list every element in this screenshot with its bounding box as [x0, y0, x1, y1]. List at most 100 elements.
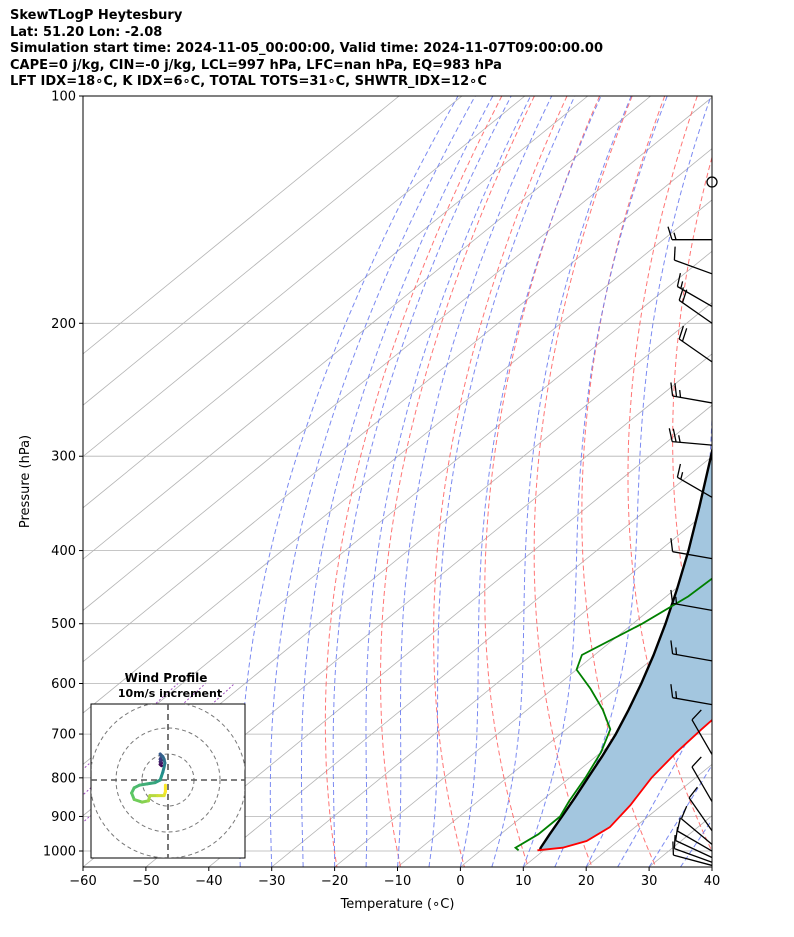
hodograph-plot	[91, 704, 245, 858]
barb-half-flag	[679, 390, 682, 398]
isotherm--130	[83, 96, 589, 509]
barb-flag	[670, 684, 674, 698]
x-axis-label: Temperature (∘C)	[340, 897, 455, 912]
x-tick-label: −10	[384, 874, 411, 889]
isotherm-40	[711, 866, 712, 867]
wind-barb	[691, 756, 713, 802]
barb-flag	[670, 589, 674, 604]
barb-shaft	[672, 653, 713, 662]
dry-adiabat	[433, 96, 568, 867]
barb-shaft	[672, 697, 713, 706]
barb-flag	[678, 287, 685, 301]
x-tick-label: 20	[578, 874, 595, 889]
x-tick-label: −50	[132, 874, 159, 889]
moist-adiabat	[428, 96, 576, 867]
dewpoint-profile-line	[513, 577, 712, 851]
y-tick-label: 1000	[43, 845, 76, 860]
wind-barb	[676, 463, 713, 498]
moist-adiabat	[522, 96, 668, 867]
chart-header: SkewTLogP Heytesbury Lat: 51.20 Lon: -2.…	[10, 8, 603, 91]
barb-shaft	[678, 299, 713, 324]
isotherm--110	[83, 96, 712, 611]
wind-barb	[672, 841, 713, 867]
barb-shaft	[691, 719, 713, 755]
barb-flag	[680, 805, 688, 819]
barb-flag	[676, 463, 682, 478]
isotherm--150	[83, 96, 463, 406]
barb-half-flag	[675, 647, 678, 655]
y-tick-label: 300	[51, 450, 76, 465]
dry-adiabat	[672, 155, 712, 703]
barb-flag	[668, 428, 673, 442]
isotherm--140	[83, 96, 526, 458]
y-tick-label: 800	[51, 771, 76, 786]
x-tick-label: 40	[704, 874, 721, 889]
isotherm--160	[83, 96, 400, 355]
dry-adiabat	[758, 96, 794, 867]
barb-half-flag	[680, 281, 684, 289]
cin-cape-shading	[537, 451, 712, 851]
dry-adiabat	[379, 96, 535, 867]
location-coordinates: Lat: 51.20 Lon: -2.08	[10, 24, 163, 40]
wind-barb	[668, 428, 713, 446]
y-tick-label: 700	[51, 728, 76, 743]
wind-barb	[670, 382, 713, 404]
isotherm--90	[83, 199, 712, 714]
barb-shaft	[674, 847, 713, 863]
dry-adiabat	[324, 96, 503, 867]
barb-flag	[691, 756, 702, 768]
wind-barb	[670, 589, 713, 611]
wind-barb	[670, 538, 713, 560]
moist-adiabat	[301, 96, 494, 867]
y-tick-label: 900	[51, 810, 76, 825]
calm-wind-circle	[706, 176, 718, 188]
y-tick-label: 600	[51, 677, 76, 692]
y-tick-label: 200	[51, 317, 76, 332]
barb-flag	[678, 325, 685, 340]
simulation-times: Simulation start time: 2024-11-05_00:00:…	[10, 41, 603, 56]
wind-barb	[680, 805, 713, 845]
x-tick-label: −20	[321, 874, 348, 889]
barb-shaft	[678, 338, 713, 363]
barb-flag	[673, 246, 676, 261]
barb-flag	[672, 841, 675, 856]
temperature-profile-line	[537, 718, 712, 852]
barb-half-flag	[678, 435, 681, 443]
barb-half-flag	[673, 232, 677, 240]
barb-half-flag	[675, 596, 678, 605]
x-tick-label: −40	[195, 874, 222, 889]
moist-adiabat	[711, 866, 712, 867]
isotherm--120	[83, 96, 651, 560]
wind-barb	[691, 709, 713, 755]
barb-flag	[676, 273, 682, 287]
wind-barb	[667, 226, 713, 241]
moist-adiabat	[397, 96, 553, 867]
moist-adiabat	[491, 96, 632, 867]
barb-flag	[688, 786, 698, 799]
y-axis-label: Pressure (hPa)	[18, 435, 33, 528]
y-tick-label: 500	[51, 617, 76, 632]
barb-flag	[670, 538, 674, 552]
dry-adiabat	[533, 96, 633, 867]
wind-barb	[673, 834, 713, 863]
x-tick-label: 10	[515, 874, 532, 889]
wind-barb	[688, 786, 713, 832]
dry-adiabat	[627, 96, 712, 853]
x-tick-label: 30	[641, 874, 658, 889]
wind-barb	[678, 287, 713, 324]
barb-shaft	[677, 830, 713, 852]
barb-flag	[691, 709, 702, 721]
barb-shaft	[672, 395, 713, 404]
isotherm--100	[83, 148, 712, 663]
barb-flag	[672, 428, 677, 443]
barb-shaft	[677, 476, 713, 498]
isotherm--10	[397, 609, 712, 867]
barb-shaft	[672, 440, 713, 446]
x-tick-label: 0	[456, 874, 464, 889]
wind-barb	[706, 176, 718, 188]
barb-flag	[673, 834, 676, 849]
barb-shaft	[680, 818, 713, 845]
moist-adiabat	[239, 96, 459, 867]
wind-barb	[678, 325, 713, 363]
hodograph: Wind Profile 10m/s increment	[90, 671, 246, 859]
